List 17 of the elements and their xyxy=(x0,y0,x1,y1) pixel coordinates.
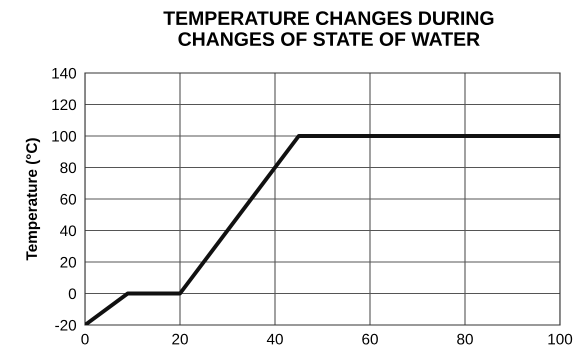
x-tick-label: 0 xyxy=(81,334,89,345)
y-tick-label: 80 xyxy=(60,162,76,174)
y-tick-label: 140 xyxy=(52,68,76,79)
y-tick-label: 100 xyxy=(52,130,76,142)
y-tick-label: 60 xyxy=(60,194,76,205)
x-tick-label: 20 xyxy=(172,334,188,345)
y-tick-label: 40 xyxy=(60,225,76,236)
chart-title: TEMPERATURE CHANGES DURING CHANGES OF STATE OF WATER xyxy=(163,11,494,46)
y-axis-title: Temperature (°C) xyxy=(26,138,40,260)
x-tick-label: 80 xyxy=(457,334,473,345)
y-tick-label: 0 xyxy=(68,288,76,300)
x-tick-label: 60 xyxy=(362,334,378,345)
y-tick-label: 20 xyxy=(60,256,76,268)
x-tick-label: 100 xyxy=(548,334,572,345)
y-tick-label: -20 xyxy=(55,320,76,331)
y-tick-label: 120 xyxy=(52,99,76,110)
x-tick-label: 40 xyxy=(266,334,283,345)
